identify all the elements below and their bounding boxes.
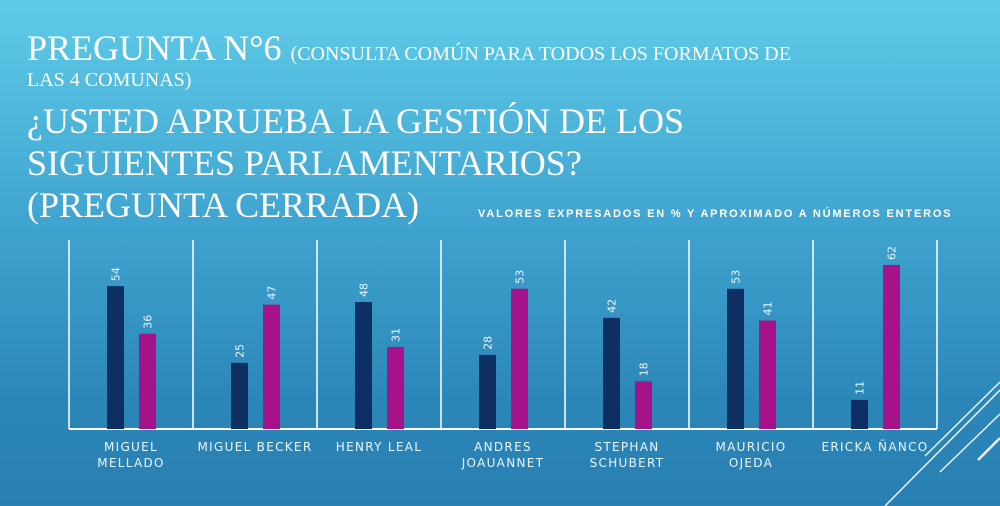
- category-label: OJEDA: [729, 456, 773, 470]
- title-note: (CONSULTA COMÚN PARA TODOS LOS FORMATOS …: [290, 43, 791, 65]
- data-label: 41: [762, 302, 775, 316]
- bar: [635, 381, 652, 429]
- category-label: MIGUEL: [104, 440, 158, 454]
- bar: [883, 264, 900, 429]
- question-text: ¿USTED APRUEBA LA GESTIÓN DE LOS SIGUIEN…: [27, 100, 684, 226]
- title-note-continued: LAS 4 COMUNAS): [27, 69, 192, 91]
- data-label: 42: [606, 299, 619, 313]
- bar: [511, 288, 528, 429]
- category-label: ANDRES: [474, 440, 532, 454]
- bar: [263, 304, 280, 429]
- data-label: 28: [482, 336, 495, 350]
- bar: [107, 286, 124, 429]
- bar: [387, 346, 404, 429]
- bar: [139, 333, 156, 429]
- data-label: 53: [514, 270, 527, 284]
- bar: [479, 354, 496, 429]
- data-label: 18: [638, 362, 651, 376]
- data-label: 47: [266, 286, 279, 300]
- category-label: SCHUBERT: [590, 456, 665, 470]
- category-label: MIGUEL BECKER: [198, 440, 313, 454]
- category-label: MAURICIO: [716, 440, 787, 454]
- data-label: 11: [854, 381, 867, 395]
- bar: [759, 320, 776, 429]
- decorative-lines: [884, 381, 1000, 506]
- bar: [603, 317, 620, 429]
- question-line-3: (PREGUNTA CERRADA): [27, 185, 420, 225]
- data-label: 25: [234, 344, 247, 358]
- question-number: PREGUNTA N°6: [27, 28, 282, 68]
- bar: [727, 288, 744, 429]
- question-line-1: ¿USTED APRUEBA LA GESTIÓN DE LOS: [27, 101, 685, 141]
- question-line-2: SIGUIENTES PARLAMENTARIOS?: [27, 143, 582, 183]
- category-label: MELLADO: [97, 456, 165, 470]
- category-label: STEPHAN: [594, 440, 659, 454]
- data-label: 48: [358, 283, 371, 297]
- data-label: 53: [730, 270, 743, 284]
- category-label: ERICKA ÑANCO: [821, 439, 928, 454]
- title-line: PREGUNTA N°6 (CONSULTA COMÚN PARA TODOS …: [27, 30, 791, 66]
- bar: [851, 399, 868, 429]
- category-label: JOAUANNET: [461, 456, 545, 470]
- bar: [355, 301, 372, 429]
- category-label: HENRY LEAL: [336, 440, 422, 454]
- chart-subtitle: VALORES EXPRESADOS EN % Y APROXIMADO A N…: [478, 208, 953, 220]
- bar: [231, 362, 248, 429]
- data-label: 62: [886, 246, 899, 260]
- data-label: 36: [142, 315, 155, 329]
- data-label: 31: [390, 328, 403, 342]
- data-label: 54: [110, 267, 123, 281]
